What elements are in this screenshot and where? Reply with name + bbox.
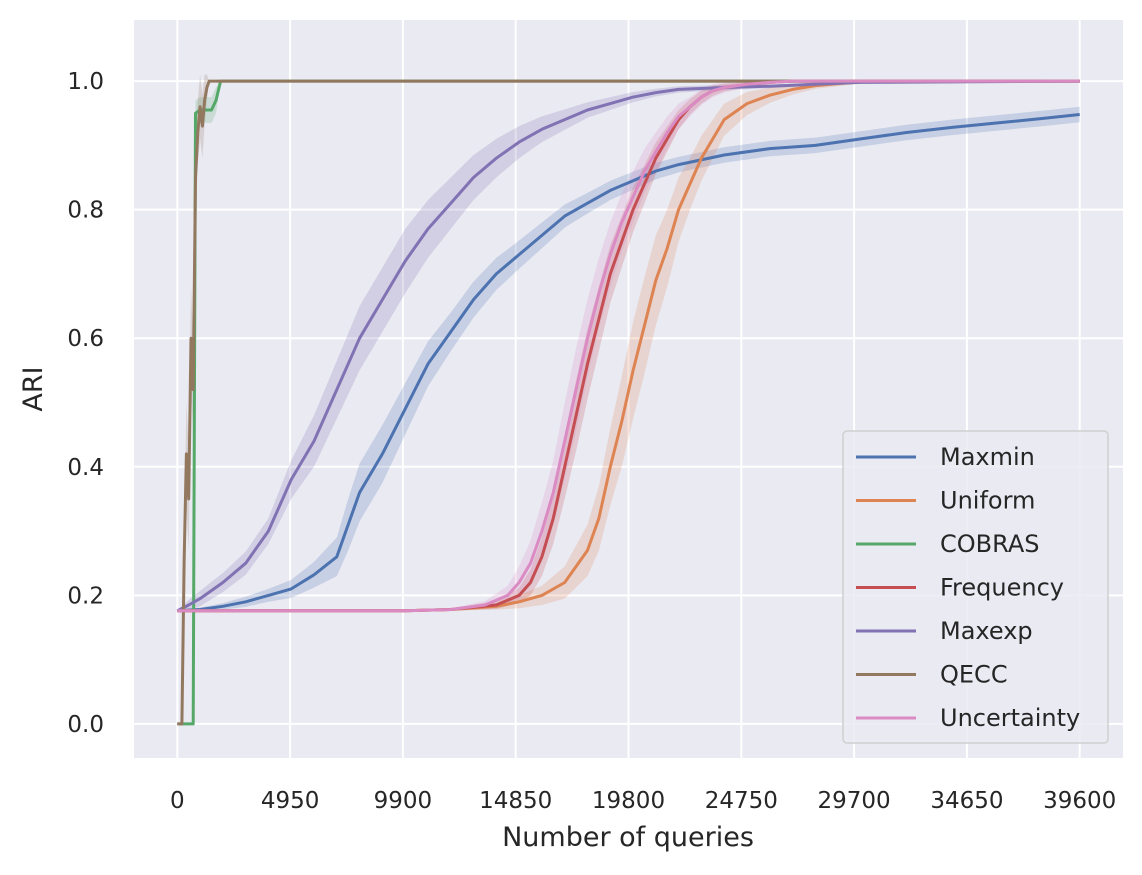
y-tick-label: 0.0: [67, 712, 104, 738]
x-tick-label: 19800: [592, 788, 665, 814]
series-line-maxmin: [177, 113, 1080, 613]
legend: Maxmin Uniform COBRAS Frequency Maxexp QECC Un…: [842, 430, 1109, 744]
series-line-uniform: [177, 79, 1080, 613]
y-tick-label: 0.8: [67, 198, 104, 224]
x-tick-label: 39600: [1043, 788, 1116, 814]
x-tick-label: 4950: [261, 788, 320, 814]
series-line-qecc: [177, 79, 1080, 726]
legend-box: [842, 430, 1109, 744]
series-line-uncertainty: [177, 79, 1080, 613]
y-tick-label: 0.6: [67, 326, 104, 352]
x-tick-label: 24750: [705, 788, 778, 814]
x-tick-label: 0: [170, 788, 185, 814]
y-tick-label: 0.4: [67, 455, 104, 481]
band-uniform: [177, 80, 1080, 611]
x-axis-ticks: 0 4950 9900 14850 19800 24750 29700 34650 39600: [170, 788, 1116, 814]
legend-label: Uniform: [940, 487, 1035, 515]
y-axis-label: ARI: [18, 366, 49, 411]
legend-label: Maxexp: [940, 617, 1033, 645]
legend-label: Maxmin: [940, 443, 1035, 471]
legend-label: Uncertainty: [940, 704, 1080, 732]
x-tick-label: 14850: [479, 788, 552, 814]
band-uncertainty: [177, 80, 1080, 611]
y-tick-label: 1.0: [67, 69, 104, 95]
y-axis-ticks: 0.0 0.2 0.4 0.6 0.8 1.0: [67, 69, 104, 738]
y-tick-label: 0.2: [67, 583, 104, 609]
legend-label: COBRAS: [940, 530, 1039, 558]
legend-label: QECC: [940, 661, 1008, 689]
x-tick-label: 34650: [930, 788, 1003, 814]
x-tick-label: 9900: [374, 788, 433, 814]
series-lines: [176, 79, 1080, 726]
x-tick-label: 29700: [818, 788, 891, 814]
x-axis-label: Number of queries: [502, 822, 754, 853]
series-line-maxexp: [176, 79, 1080, 613]
legend-label: Frequency: [940, 574, 1064, 602]
